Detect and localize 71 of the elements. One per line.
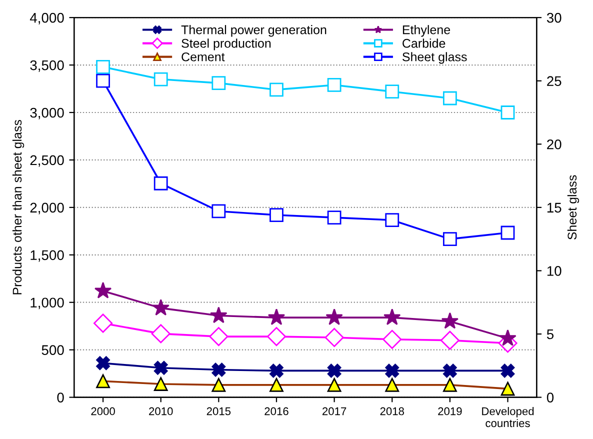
- legend-label: Thermal power generation: [181, 25, 326, 37]
- point: [152, 299, 170, 316]
- point: [210, 306, 228, 324]
- point: [327, 210, 342, 224]
- x-tick-label: 2018: [380, 407, 404, 416]
- point: [442, 232, 457, 246]
- legend-label: Carbide: [402, 38, 446, 48]
- point: [385, 364, 400, 378]
- point: [442, 364, 457, 378]
- point: [440, 330, 460, 350]
- x-tick-label: 2010: [149, 407, 173, 416]
- point: [385, 84, 400, 99]
- point: [96, 60, 110, 74]
- point: [209, 327, 228, 346]
- point: [270, 82, 284, 97]
- point: [270, 364, 284, 378]
- y2-tick-label: 20: [547, 139, 562, 150]
- point: [500, 226, 515, 240]
- y-tick-label: 3,500: [30, 60, 64, 72]
- y2-tick-label: 25: [547, 76, 562, 86]
- y-tick-label: 2,500: [30, 155, 64, 167]
- point: [96, 74, 110, 88]
- x-tick-label: 2016: [264, 407, 288, 416]
- y2-tick-label: 0: [546, 392, 554, 402]
- point: [151, 324, 170, 344]
- point: [268, 308, 286, 325]
- y-tick-label: 1,000: [30, 298, 64, 310]
- y-tick-label: 1,500: [30, 250, 64, 262]
- point: [212, 362, 226, 377]
- x-tick-label: Developed countries: [482, 407, 534, 428]
- point: [154, 72, 168, 86]
- x-tick-label: 2000: [91, 407, 115, 416]
- y-tick-label: 4,000: [30, 12, 64, 24]
- point: [327, 364, 342, 378]
- x-tick-label: 2019: [438, 407, 462, 416]
- point: [385, 213, 400, 228]
- point: [442, 91, 457, 106]
- x-tick-label: 2015: [206, 407, 231, 416]
- legend-label: Sheet glass: [402, 52, 467, 64]
- point: [326, 308, 343, 325]
- y2-axis-title: Sheet glass: [567, 175, 580, 240]
- point: [266, 327, 286, 346]
- point: [500, 364, 515, 378]
- legend-label: Steel production: [182, 38, 271, 50]
- point: [382, 330, 402, 349]
- point: [327, 78, 342, 92]
- y2-tick-label: 5: [546, 329, 554, 340]
- x-tick-label: 2017: [322, 407, 346, 416]
- legend-label: Cement: [182, 52, 225, 62]
- y-tick-label: 0: [57, 392, 64, 402]
- point: [212, 204, 226, 218]
- y-tick-label: 2,000: [30, 202, 64, 214]
- point: [212, 76, 226, 90]
- y-tick-label: 500: [42, 345, 64, 355]
- legend-label: Ethylene: [402, 25, 450, 37]
- y2-tick-label: 15: [547, 202, 562, 213]
- point: [384, 308, 401, 325]
- point: [500, 106, 515, 120]
- y2-tick-label: 10: [547, 266, 562, 276]
- y2-tick-label: 30: [546, 12, 562, 23]
- point: [441, 312, 459, 329]
- point: [154, 360, 168, 375]
- point: [94, 314, 113, 333]
- point: [154, 176, 168, 190]
- point: [324, 328, 344, 348]
- y-tick-label: 3,000: [30, 108, 64, 120]
- y-axis-title: Products other than sheet glass: [12, 120, 24, 294]
- point: [94, 282, 112, 298]
- point: [499, 329, 516, 346]
- point: [96, 356, 110, 370]
- point: [270, 208, 284, 222]
